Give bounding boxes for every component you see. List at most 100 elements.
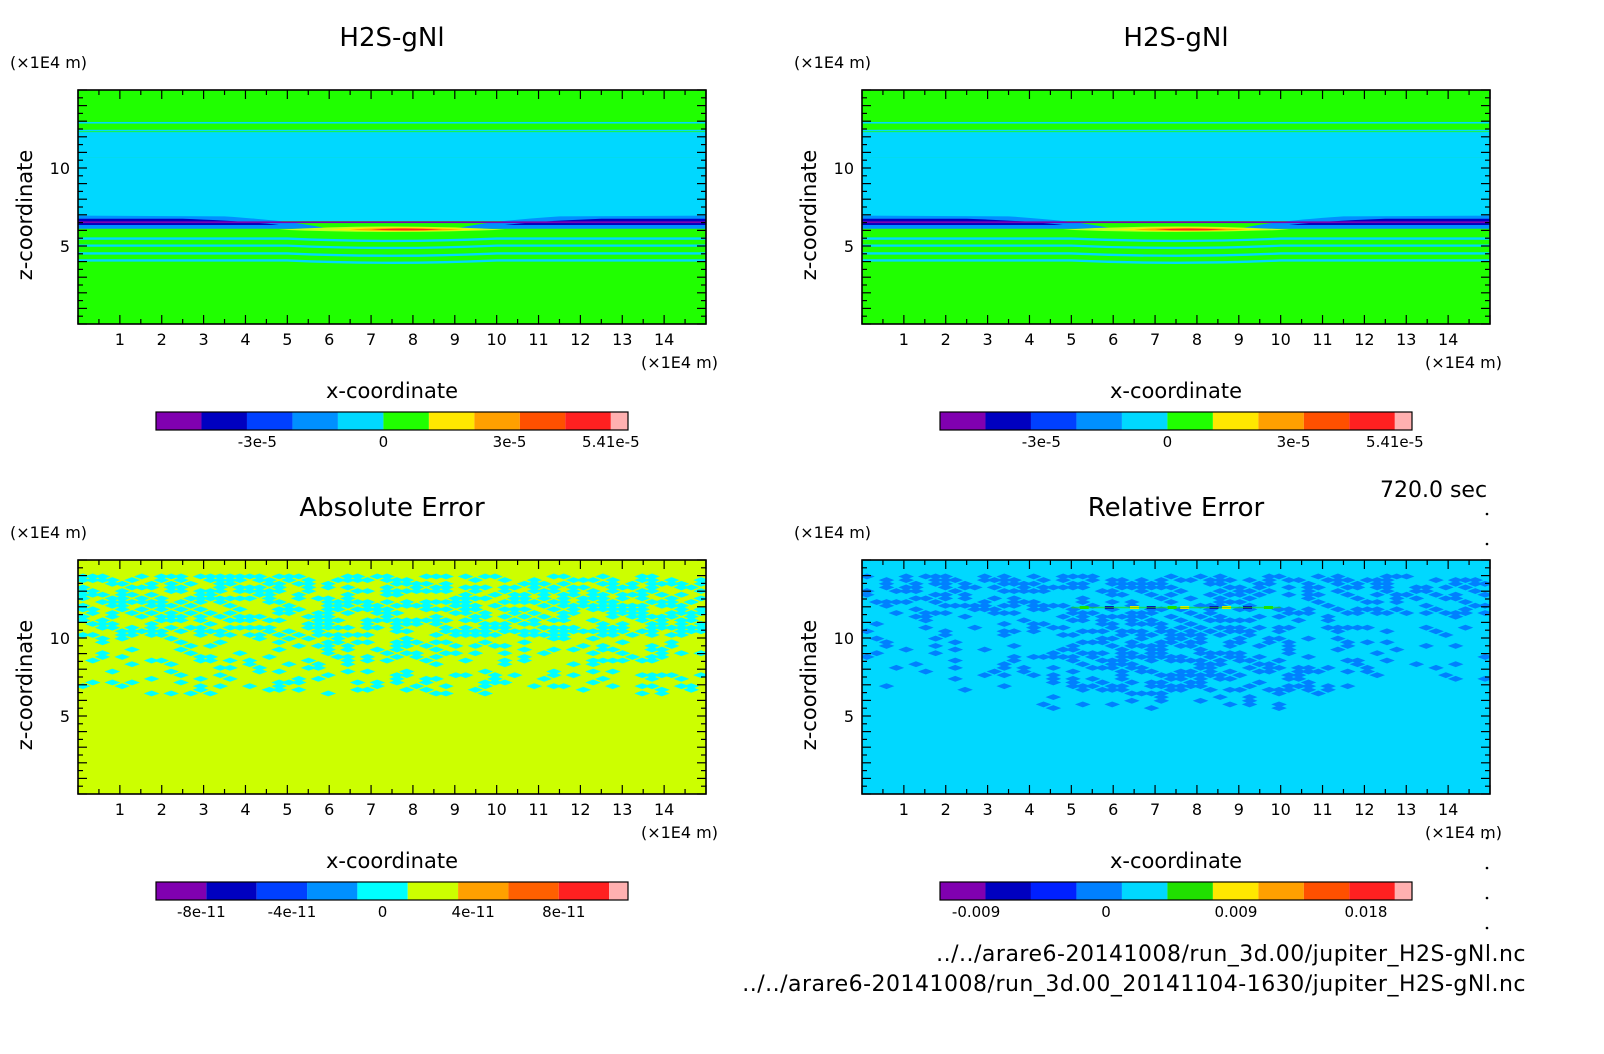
error-cell <box>595 675 611 682</box>
error-cell <box>379 573 395 580</box>
error-cell <box>1163 686 1179 693</box>
error-cell <box>976 606 993 613</box>
error-cell <box>339 653 356 660</box>
error-cell <box>1251 679 1268 686</box>
error-cell <box>1447 675 1464 682</box>
error-cell <box>1251 584 1268 591</box>
error-cell <box>1163 584 1179 591</box>
error-cell <box>320 646 337 653</box>
error-cell <box>114 599 131 605</box>
error-cell <box>124 661 140 668</box>
error-cell <box>1339 639 1356 646</box>
error-cell <box>996 683 1013 690</box>
error-cell <box>398 617 415 624</box>
error-cell <box>575 595 592 602</box>
error-cell <box>1369 577 1386 584</box>
error-cell <box>133 599 150 605</box>
error-cell <box>349 606 366 613</box>
error-cell <box>1261 661 1278 668</box>
error-cell <box>1045 602 1062 609</box>
error-cell <box>1006 628 1022 635</box>
error-cell <box>604 606 621 613</box>
error-cell <box>153 602 170 609</box>
error-cell <box>644 621 660 627</box>
error-cell <box>614 610 631 616</box>
error-cell <box>1290 683 1307 690</box>
error-cell <box>78 632 91 638</box>
error-cell <box>114 595 131 602</box>
error-cell <box>1222 639 1238 646</box>
error-cell <box>1016 668 1032 675</box>
error-cell <box>1074 610 1091 616</box>
error-cell <box>1280 650 1297 657</box>
margin-dot <box>1485 926 1489 930</box>
error-cell <box>1290 675 1307 682</box>
error-cell <box>1467 588 1484 595</box>
error-cell <box>428 617 445 624</box>
error-cell <box>565 577 582 584</box>
error-cell <box>1212 588 1229 595</box>
error-cell <box>927 610 944 616</box>
error-cell <box>271 668 288 675</box>
error-cell <box>1065 584 1081 591</box>
error-cell <box>271 599 288 605</box>
error-cell <box>546 646 562 653</box>
error-cell <box>241 683 258 690</box>
error-cell <box>1094 635 1111 642</box>
panel-title: Absolute Error <box>299 493 485 523</box>
error-cell <box>94 639 111 646</box>
colorbar-swatch <box>1030 412 1077 430</box>
error-cell <box>634 602 651 609</box>
error-cell <box>634 690 651 697</box>
error-cell <box>1133 635 1150 642</box>
error-cell <box>614 591 631 598</box>
error-cell <box>163 617 180 624</box>
error-cell <box>496 584 513 591</box>
error-cell <box>1192 664 1209 671</box>
x-tick-label: 13 <box>612 800 632 819</box>
error-cell <box>173 606 189 613</box>
error-cell <box>389 577 405 584</box>
error-cell <box>379 657 395 664</box>
error-cell <box>683 584 700 591</box>
error-cell <box>192 683 209 690</box>
error-cell <box>506 595 523 602</box>
x-tick-label: 6 <box>1108 330 1118 349</box>
error-cell <box>94 653 111 660</box>
error-cell <box>1359 624 1376 631</box>
error-cell <box>1006 642 1022 649</box>
error-cell <box>1123 661 1140 668</box>
error-cell <box>1349 624 1366 631</box>
x-unit-label: (×1E4 m) <box>1425 353 1502 372</box>
error-cell <box>1369 580 1386 587</box>
error-cell <box>878 584 895 591</box>
error-cell <box>1202 617 1219 624</box>
error-cell <box>1114 584 1130 591</box>
error-cell <box>1231 588 1248 595</box>
error-cell <box>457 628 474 635</box>
z-unit-label: (×1E4 m) <box>10 523 87 542</box>
error-cell <box>506 610 523 616</box>
error-cell <box>398 628 415 635</box>
error-cell <box>663 602 680 609</box>
error-cell <box>1251 642 1268 649</box>
error-cell <box>1016 584 1032 591</box>
x-tick-label: 5 <box>282 800 292 819</box>
colorbar-tick-label: -0.009 <box>952 903 1000 921</box>
error-cell <box>604 632 621 638</box>
colorbar-swatch <box>985 412 1031 430</box>
error-cell <box>614 650 631 657</box>
error-cell <box>1447 577 1464 584</box>
error-cell <box>1428 591 1444 598</box>
error-cell <box>389 617 405 624</box>
error-cell <box>438 650 454 657</box>
x-tick-label: 9 <box>1234 800 1244 819</box>
error-cell <box>1428 606 1444 613</box>
error-cell <box>546 683 562 690</box>
error-cell <box>1074 650 1091 657</box>
error-cell <box>1114 632 1130 638</box>
error-cell <box>457 591 474 598</box>
error-cell <box>565 584 582 591</box>
error-cell <box>467 632 484 638</box>
error-cell <box>1143 610 1160 616</box>
